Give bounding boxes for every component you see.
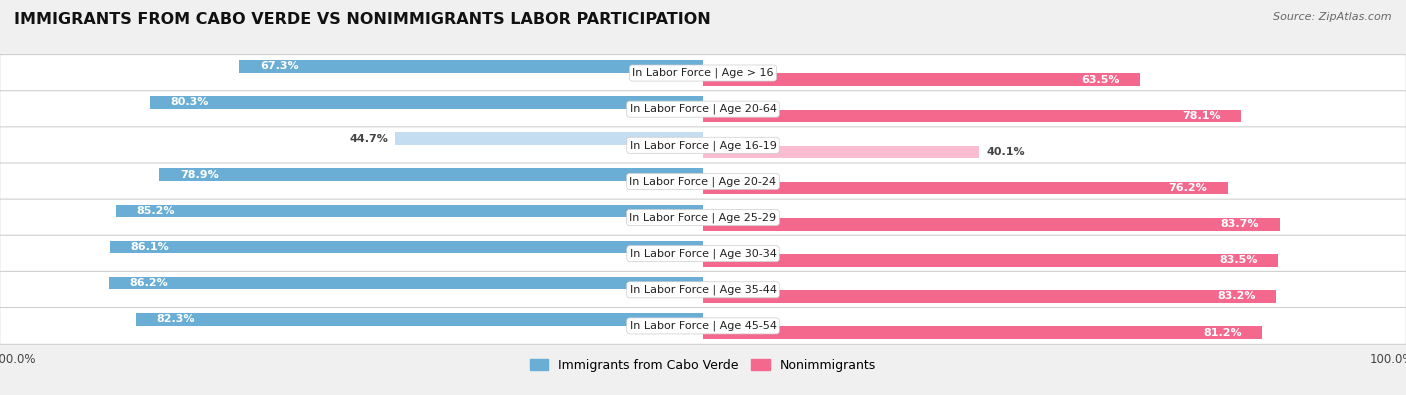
Text: 63.5%: 63.5% xyxy=(1081,75,1119,85)
Text: In Labor Force | Age > 16: In Labor Force | Age > 16 xyxy=(633,68,773,78)
FancyBboxPatch shape xyxy=(0,271,1406,308)
Text: Source: ZipAtlas.com: Source: ZipAtlas.com xyxy=(1274,12,1392,22)
FancyBboxPatch shape xyxy=(0,235,1406,272)
Bar xyxy=(703,254,1278,267)
Text: 83.5%: 83.5% xyxy=(1219,255,1257,265)
Bar xyxy=(159,168,703,181)
Bar xyxy=(703,109,1241,122)
Bar xyxy=(703,290,1277,303)
Text: 44.7%: 44.7% xyxy=(349,134,388,144)
Text: In Labor Force | Age 25-29: In Labor Force | Age 25-29 xyxy=(630,212,776,223)
Text: 86.1%: 86.1% xyxy=(131,242,169,252)
Text: 76.2%: 76.2% xyxy=(1168,183,1208,193)
Text: 82.3%: 82.3% xyxy=(156,314,195,324)
Bar xyxy=(239,60,703,73)
Bar xyxy=(703,218,1279,231)
Bar xyxy=(117,205,703,217)
Bar xyxy=(150,96,703,109)
Bar xyxy=(703,182,1227,194)
Text: In Labor Force | Age 20-24: In Labor Force | Age 20-24 xyxy=(630,176,776,187)
FancyBboxPatch shape xyxy=(0,163,1406,200)
Text: 67.3%: 67.3% xyxy=(260,61,298,71)
Text: In Labor Force | Age 16-19: In Labor Force | Age 16-19 xyxy=(630,140,776,150)
FancyBboxPatch shape xyxy=(0,199,1406,236)
Text: In Labor Force | Age 45-54: In Labor Force | Age 45-54 xyxy=(630,321,776,331)
Text: In Labor Force | Age 20-64: In Labor Force | Age 20-64 xyxy=(630,104,776,115)
FancyBboxPatch shape xyxy=(0,127,1406,164)
Text: 40.1%: 40.1% xyxy=(986,147,1025,157)
Text: In Labor Force | Age 35-44: In Labor Force | Age 35-44 xyxy=(630,284,776,295)
Bar xyxy=(703,73,1140,86)
Text: 80.3%: 80.3% xyxy=(170,98,209,107)
Text: In Labor Force | Age 30-34: In Labor Force | Age 30-34 xyxy=(630,248,776,259)
FancyBboxPatch shape xyxy=(0,307,1406,344)
Bar xyxy=(110,241,703,253)
Text: 78.1%: 78.1% xyxy=(1182,111,1220,121)
Text: 78.9%: 78.9% xyxy=(180,170,219,180)
Bar xyxy=(703,326,1263,339)
Bar xyxy=(110,277,703,290)
Text: 83.2%: 83.2% xyxy=(1218,292,1256,301)
Text: 86.2%: 86.2% xyxy=(129,278,169,288)
Bar xyxy=(395,132,703,145)
Legend: Immigrants from Cabo Verde, Nonimmigrants: Immigrants from Cabo Verde, Nonimmigrant… xyxy=(524,354,882,377)
Text: 85.2%: 85.2% xyxy=(136,206,176,216)
FancyBboxPatch shape xyxy=(0,55,1406,92)
Bar xyxy=(136,313,703,325)
Text: 81.2%: 81.2% xyxy=(1204,327,1241,338)
Bar xyxy=(703,146,979,158)
Text: 83.7%: 83.7% xyxy=(1220,219,1258,229)
FancyBboxPatch shape xyxy=(0,91,1406,128)
Text: IMMIGRANTS FROM CABO VERDE VS NONIMMIGRANTS LABOR PARTICIPATION: IMMIGRANTS FROM CABO VERDE VS NONIMMIGRA… xyxy=(14,12,711,27)
